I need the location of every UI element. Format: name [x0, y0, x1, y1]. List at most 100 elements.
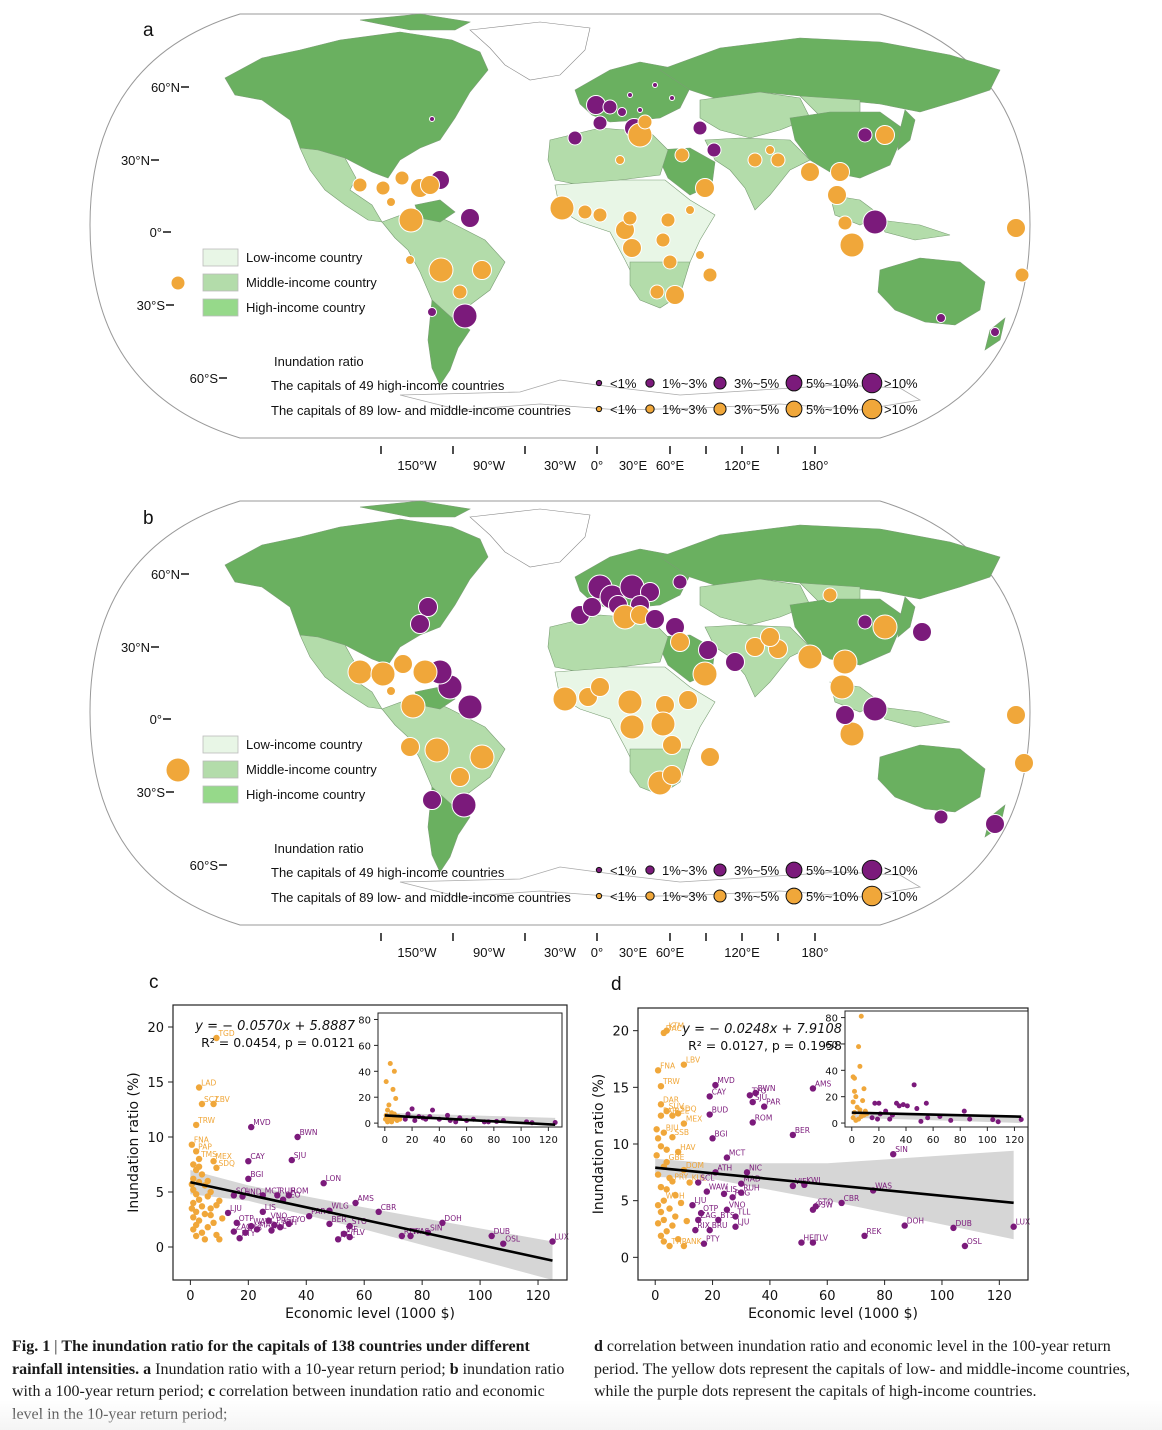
y-tick-label: 0	[621, 1251, 629, 1266]
inset-point-orange	[851, 1088, 857, 1094]
point-label: LON	[326, 1174, 341, 1183]
data-point-orange	[654, 1067, 662, 1074]
capital-bubble-low-middle-income	[420, 175, 440, 195]
country-region	[699, 578, 811, 626]
data-point-purple	[961, 1242, 969, 1250]
capital-bubble-low-middle-income	[839, 232, 865, 258]
data-point-orange	[666, 1242, 673, 1250]
ratio-legend-marker-low	[861, 885, 883, 907]
country-region	[469, 508, 591, 568]
caption-b-letter: b	[449, 1360, 459, 1378]
capital-bubble-low-middle-income	[1014, 753, 1034, 773]
data-point-purple	[1010, 1223, 1017, 1230]
data-point-purple	[861, 1232, 868, 1239]
ratio-legend-class: >10%	[884, 376, 918, 391]
data-point-purple	[706, 1226, 713, 1234]
capital-bubble-low-middle-income	[428, 257, 454, 283]
point-label: CBR	[844, 1194, 860, 1203]
capital-bubble-low-middle-income	[347, 659, 373, 685]
inset-y-tick-label: 40	[358, 1067, 371, 1078]
lon-label: 30°W	[544, 458, 577, 473]
capital-bubble-low-middle-income	[649, 284, 665, 300]
point-label: PRG	[735, 1188, 751, 1197]
capital-bubble-high-income	[698, 640, 718, 660]
data-point-purple	[838, 1199, 845, 1207]
point-label: MVD	[717, 1076, 735, 1085]
lat-label: 60°N	[151, 567, 180, 582]
inset-point-purple	[409, 1106, 415, 1112]
point-label: WLG	[331, 1202, 349, 1211]
data-point-orange	[657, 1143, 665, 1150]
data-point-orange	[654, 1202, 662, 1209]
lat-label: 30°S	[137, 298, 166, 313]
data-point-purple	[236, 1235, 243, 1242]
capital-bubble-high-income	[985, 814, 1005, 834]
inset-point-purple	[402, 1116, 408, 1122]
lon-label: 60°E	[656, 945, 685, 960]
caption-b-text: inundation ratio with a 100-year return …	[12, 1360, 565, 1401]
inset-point-orange	[850, 1099, 856, 1105]
map-body: 60°N 30°N 0° 30°S 60°S 150°W 90°W 30°W 0° 30°E 60°…	[89, 500, 1034, 960]
data-point-orange	[190, 1175, 197, 1182]
inset-point-purple	[961, 1108, 967, 1114]
country-region	[469, 21, 591, 81]
x-tick-label: 0	[651, 1289, 659, 1304]
data-point-purple	[352, 1199, 359, 1207]
country-region	[877, 744, 986, 813]
inset-x-tick-label: 20	[873, 1135, 886, 1146]
capital-bubble-low-middle-income	[655, 695, 675, 715]
lat-label: 0°	[150, 225, 162, 240]
capital-bubble-high-income	[582, 597, 602, 617]
point-label: LJU	[738, 1218, 750, 1227]
data-point-orange	[669, 1134, 676, 1141]
data-point-orange	[657, 1183, 665, 1191]
data-point-purple	[752, 1089, 759, 1097]
point-label: HAV	[680, 1143, 696, 1152]
point-label: KUL	[692, 1174, 707, 1183]
y-tick-label: 15	[147, 1076, 164, 1091]
capital-bubble-low-middle-income	[765, 145, 775, 155]
inset-point-orange	[853, 1094, 859, 1100]
inset-frame	[377, 1012, 563, 1128]
capital-bubble-high-income	[862, 209, 888, 235]
ratio-legend-class: <1%	[610, 889, 637, 904]
point-label: HND	[245, 1187, 262, 1196]
data-point-purple	[274, 1192, 281, 1199]
lon-label: 30°E	[619, 945, 648, 960]
data-point-purple	[271, 1221, 278, 1229]
ratio-legend-class: >10%	[884, 402, 918, 417]
regression-stats: R² = 0.0127, p = 0.1958	[688, 1038, 842, 1053]
data-point-orange	[192, 1208, 200, 1215]
capital-bubble-high-income	[617, 107, 627, 117]
point-label: SDQ	[680, 1104, 697, 1113]
capital-bubble-low-middle-income	[592, 207, 608, 223]
point-label: ZAG	[700, 1211, 716, 1220]
lon-label: 150°W	[397, 945, 437, 960]
inset-point-purple	[904, 1103, 910, 1109]
capital-bubble-low-middle-income	[617, 689, 643, 715]
caption-c-letter: c	[207, 1383, 216, 1400]
capital-bubble-high-income	[990, 327, 1000, 337]
data-point-purple	[789, 1131, 797, 1139]
ratio-legend-marker-low	[785, 887, 803, 905]
data-point-purple	[789, 1182, 797, 1190]
point-label: LIS	[265, 1203, 276, 1212]
point-label: WAW	[253, 1217, 273, 1226]
inset-point-purple	[918, 1118, 924, 1124]
capital-bubble-low-middle-income	[692, 661, 718, 687]
point-label: PTY	[706, 1235, 720, 1244]
data-point-orange	[660, 1216, 668, 1224]
capital-bubble-low-middle-income	[615, 155, 625, 165]
point-label: PTY	[242, 1229, 256, 1238]
capital-bubble-high-income	[460, 208, 480, 228]
inset-point-orange	[383, 1079, 389, 1085]
capital-bubble-low-middle-income	[695, 250, 705, 260]
bottom-fade	[0, 1400, 1162, 1430]
caption-d-text: correlation between inundation ratio and…	[594, 1338, 1130, 1400]
capital-bubble-low-middle-income	[832, 649, 858, 675]
point-label: DOM	[686, 1161, 704, 1170]
inset-point-orange	[391, 1068, 397, 1074]
caption-d-letter: d	[594, 1338, 603, 1355]
capital-bubble-high-income	[933, 809, 949, 825]
inset-x-tick-label: 100	[512, 1135, 531, 1146]
